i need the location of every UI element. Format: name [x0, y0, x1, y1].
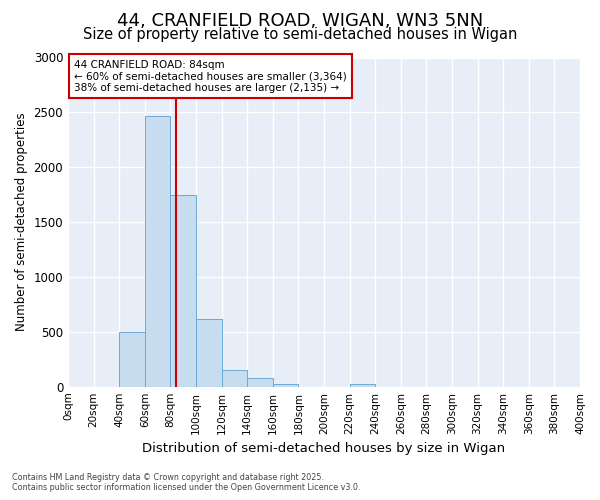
X-axis label: Distribution of semi-detached houses by size in Wigan: Distribution of semi-detached houses by … [142, 442, 506, 455]
Text: 44, CRANFIELD ROAD, WIGAN, WN3 5NN: 44, CRANFIELD ROAD, WIGAN, WN3 5NN [117, 12, 483, 30]
Bar [170, 194, 196, 387]
Bar [221, 370, 247, 387]
Bar [119, 332, 145, 387]
Y-axis label: Number of semi-detached properties: Number of semi-detached properties [15, 113, 28, 332]
Text: Contains HM Land Registry data © Crown copyright and database right 2025.
Contai: Contains HM Land Registry data © Crown c… [12, 473, 361, 492]
Bar [350, 384, 375, 387]
Text: 44 CRANFIELD ROAD: 84sqm
← 60% of semi-detached houses are smaller (3,364)
38% o: 44 CRANFIELD ROAD: 84sqm ← 60% of semi-d… [74, 60, 347, 93]
Bar [196, 318, 221, 387]
Text: Size of property relative to semi-detached houses in Wigan: Size of property relative to semi-detach… [83, 28, 517, 42]
Bar [145, 116, 170, 387]
Bar [247, 378, 273, 387]
Bar [273, 384, 298, 387]
